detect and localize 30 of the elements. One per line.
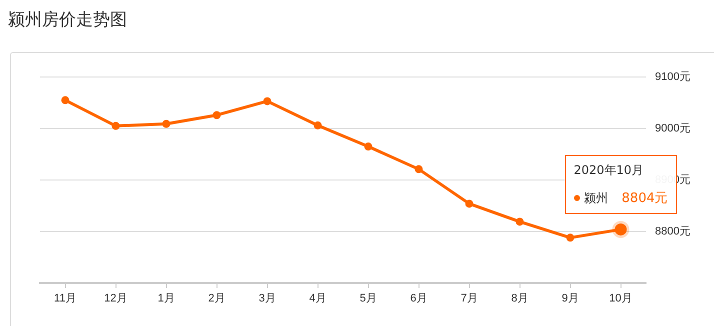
point: [516, 218, 524, 226]
point: [314, 121, 322, 130]
x-tick-label: 3月: [258, 292, 276, 305]
x-tick-label: 7月: [460, 292, 478, 305]
y-tick-label: 9100元: [655, 71, 690, 84]
x-tick-label: 4月: [309, 292, 326, 305]
point: [112, 122, 120, 130]
point: [162, 120, 170, 128]
point: [212, 111, 221, 120]
point: [61, 96, 70, 104]
data-label: 8804元: [622, 190, 668, 208]
point: [364, 142, 372, 151]
annotation: 2020年10月: [574, 163, 644, 178]
x-tick-label: 9月: [562, 292, 579, 305]
x-tick-label: 11月: [54, 292, 76, 305]
x-tick-label: 2月: [208, 292, 226, 305]
legend-label: 颍州: [584, 190, 608, 207]
point: [465, 200, 474, 208]
x-tick-label: 1月: [158, 292, 175, 305]
x-tick-label: 6月: [410, 292, 428, 305]
chart-title: 颍州房价走势图: [8, 9, 127, 31]
x-tick-label: 12月: [104, 292, 128, 305]
point: [263, 97, 272, 106]
x-tick-label: 10月: [609, 292, 632, 305]
y-tick-label: 9000元: [655, 122, 690, 135]
point: [566, 234, 574, 242]
y-tick-label: 8800元: [655, 226, 690, 238]
x-tick-label: 8月: [511, 292, 528, 305]
x-tick-label: 5月: [360, 292, 377, 305]
point: [414, 165, 423, 174]
